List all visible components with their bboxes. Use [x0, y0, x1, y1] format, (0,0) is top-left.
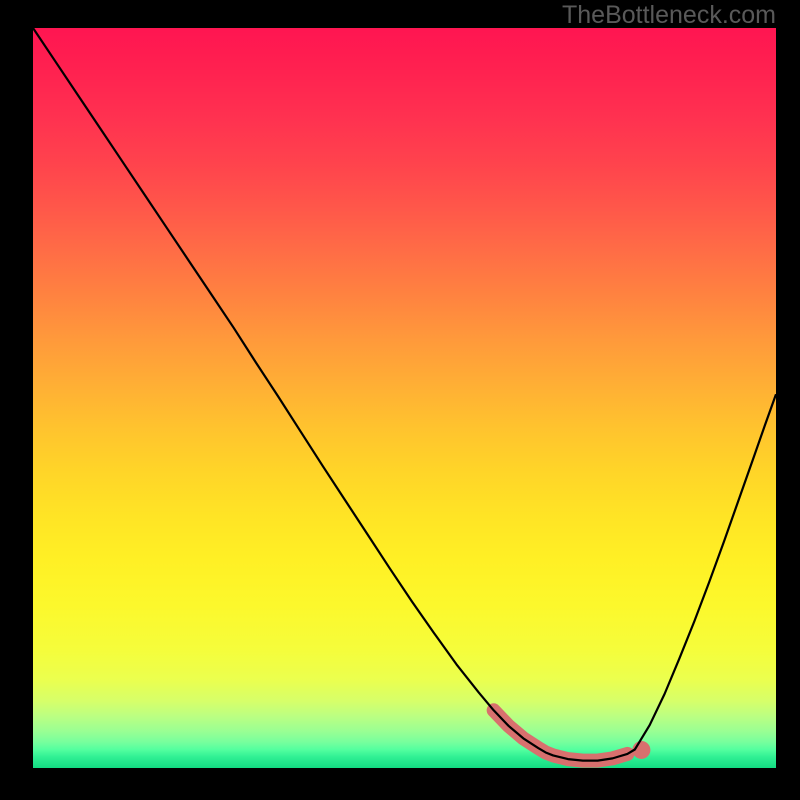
- watermark-text: TheBottleneck.com: [562, 1, 776, 30]
- gradient-background: [33, 28, 776, 768]
- chart-stage: TheBottleneck.com: [0, 0, 800, 800]
- plot-area: [33, 28, 776, 768]
